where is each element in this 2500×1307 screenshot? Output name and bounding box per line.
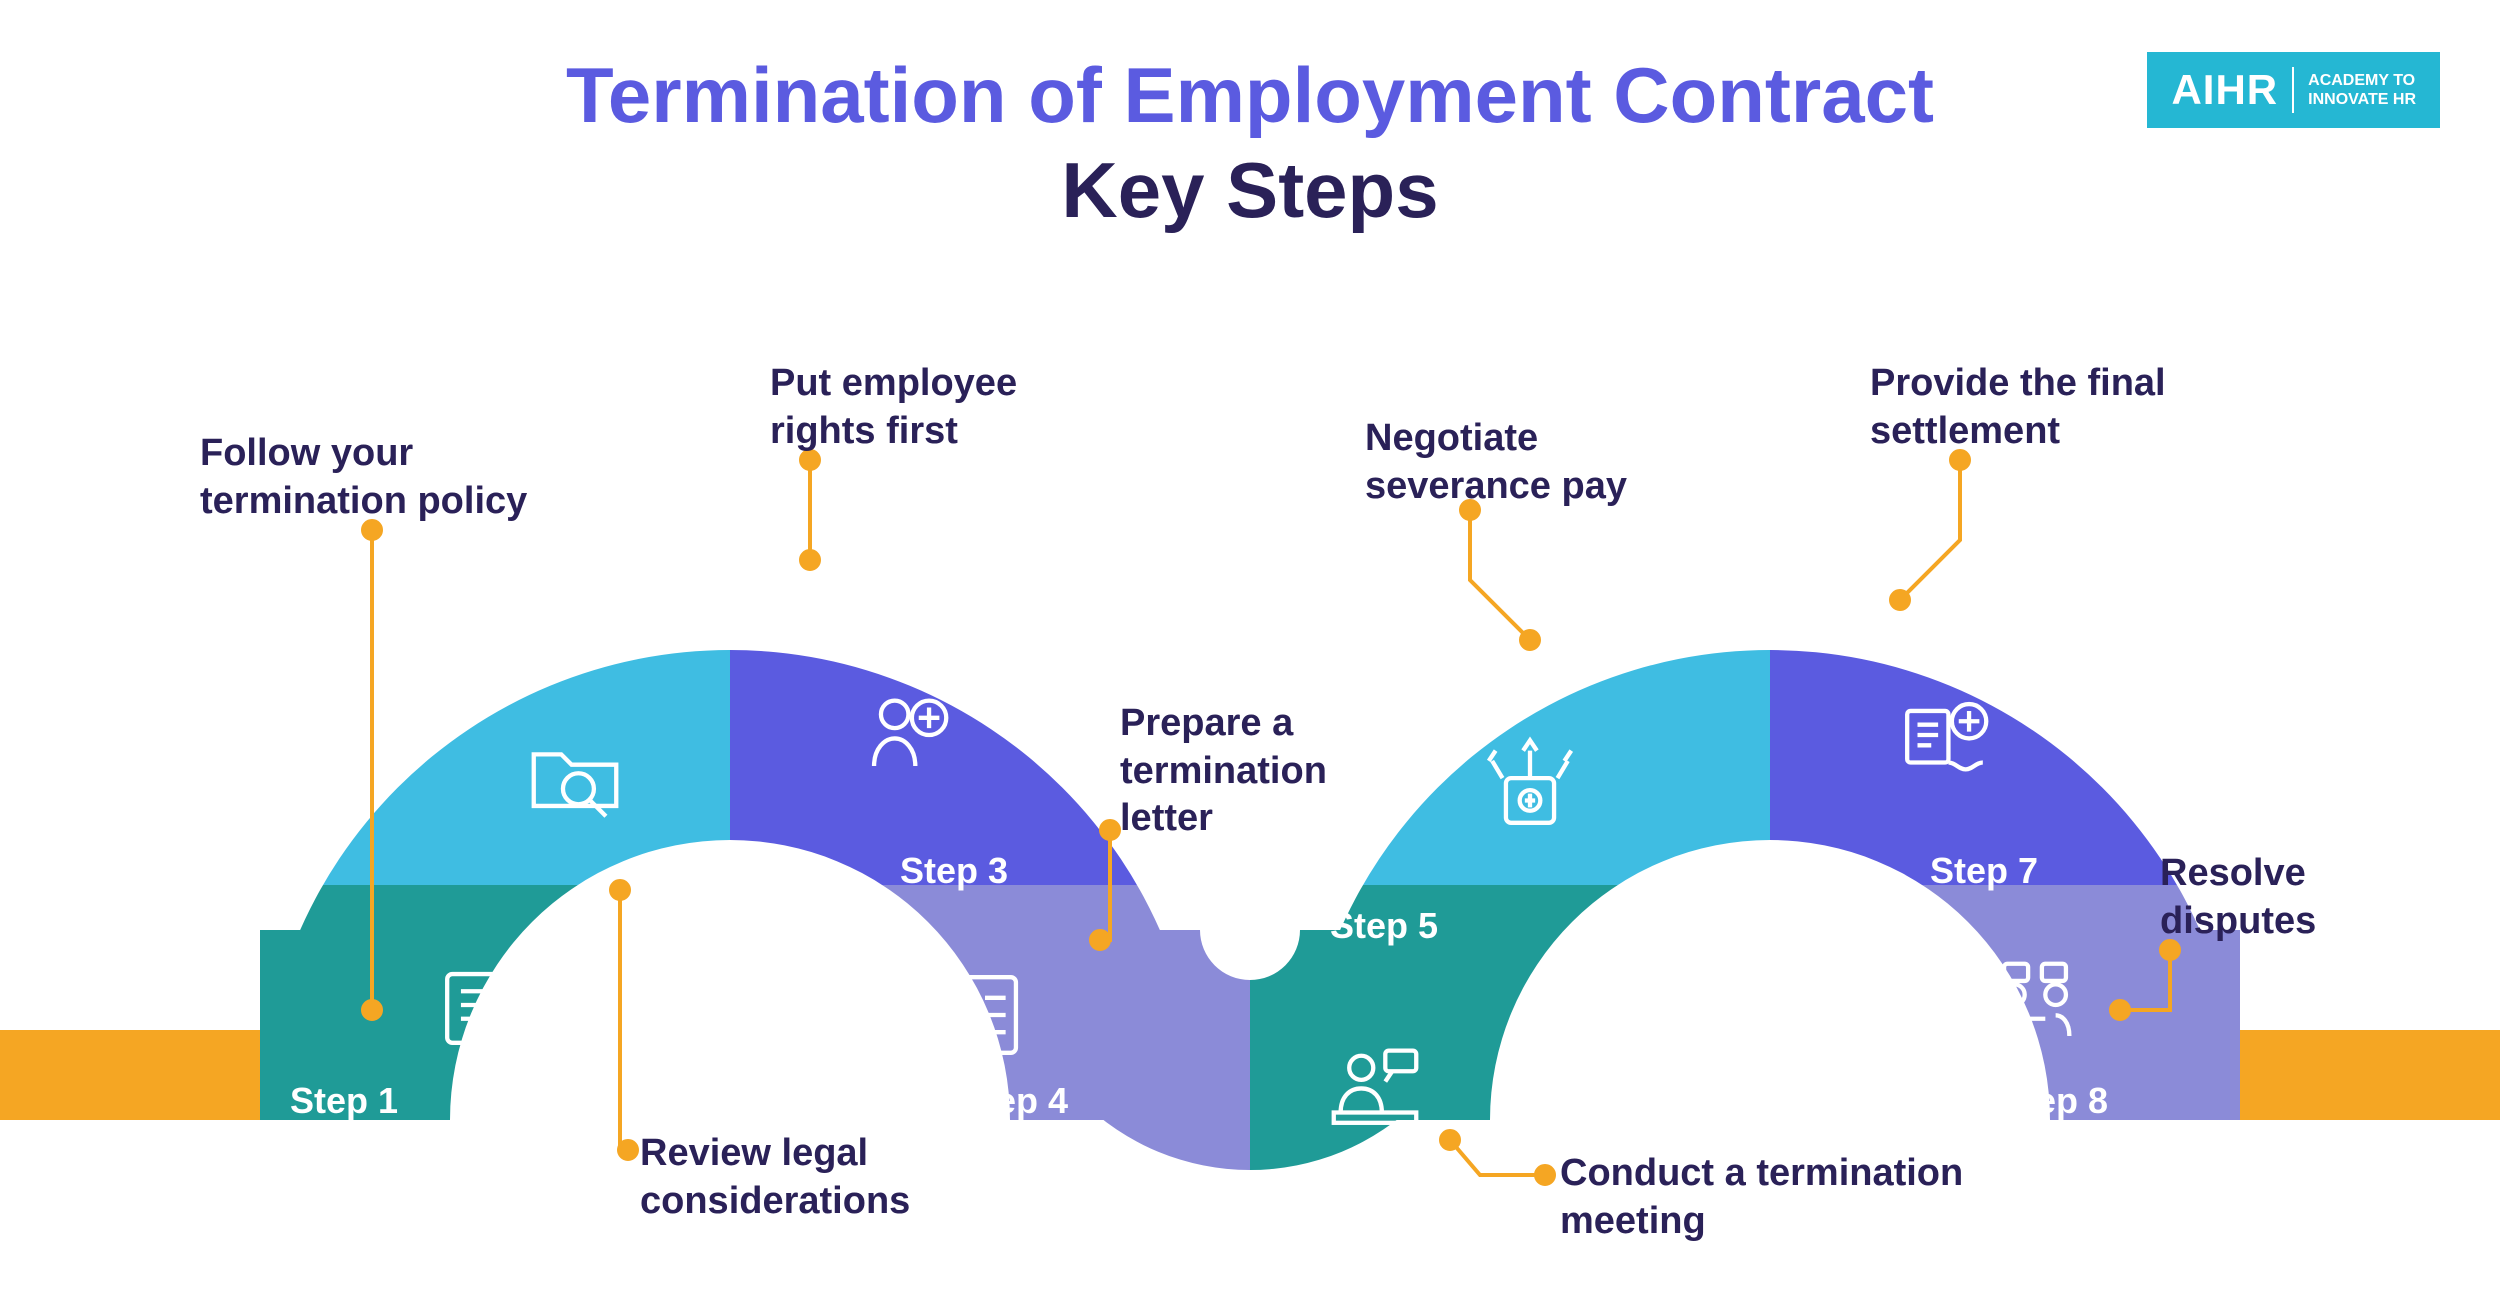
step-4-label: Step 4 [960,1080,1068,1122]
step-1-desc: Follow your termination policy [200,430,570,525]
settlement-icon [1890,680,2000,790]
step-2-desc: Review legal considerations [640,1130,970,1225]
meeting-icon [1320,1030,1430,1140]
policy-document-icon [430,950,540,1060]
step-5-label: Step 5 [1330,905,1438,947]
end-bar-left [0,1030,260,1120]
step-8-label: Step 8 [2000,1080,2108,1122]
severance-pay-icon [1475,730,1585,840]
employee-rights-icon [850,680,960,790]
step-4-desc: Prepare a termination letter [1120,700,1400,843]
step-3-label: Step 3 [900,850,1008,892]
step-1-label: Step 1 [290,1080,398,1122]
step-6-label: Step 6 [1530,575,1638,617]
step-2-label: Step 2 [490,575,598,617]
step-6-desc: Negotiate severance pay [1365,415,1685,510]
dispute-resolution-icon [1980,950,2090,1060]
step-8-desc: Resolve disputes [2160,850,2390,945]
checklist-icon [930,960,1040,1070]
step-7-desc: Provide the final settlement [1870,360,2230,455]
step-7-label: Step 7 [1930,850,2038,892]
magnifier-folder-icon [520,720,630,830]
step-3-desc: Put employee rights first [770,360,1100,455]
step-5-desc: Conduct a termination meeting [1560,1150,1990,1245]
